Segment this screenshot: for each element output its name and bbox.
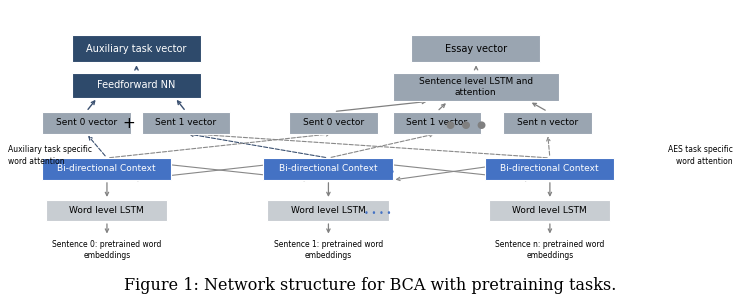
FancyBboxPatch shape bbox=[488, 200, 611, 221]
FancyBboxPatch shape bbox=[72, 35, 201, 63]
FancyBboxPatch shape bbox=[393, 72, 559, 101]
Text: AES task specific
word attention: AES task specific word attention bbox=[668, 145, 733, 166]
Text: Bi-directional Context: Bi-directional Context bbox=[279, 164, 377, 173]
FancyBboxPatch shape bbox=[393, 111, 481, 134]
Text: Sentence 1: pretrained word
embeddings: Sentence 1: pretrained word embeddings bbox=[273, 240, 383, 260]
Text: Figure 1: Network structure for BCA with pretraining tasks.: Figure 1: Network structure for BCA with… bbox=[124, 278, 617, 294]
Text: Sentence 0: pretrained word
embeddings: Sentence 0: pretrained word embeddings bbox=[53, 240, 162, 260]
FancyBboxPatch shape bbox=[142, 111, 230, 134]
Text: Feedforward NN: Feedforward NN bbox=[97, 80, 176, 90]
FancyBboxPatch shape bbox=[42, 158, 171, 180]
FancyBboxPatch shape bbox=[72, 72, 201, 98]
Text: Auxiliary task vector: Auxiliary task vector bbox=[86, 44, 186, 54]
FancyBboxPatch shape bbox=[42, 111, 130, 134]
FancyBboxPatch shape bbox=[485, 158, 614, 180]
Text: Sent 1 vector: Sent 1 vector bbox=[406, 118, 468, 127]
FancyBboxPatch shape bbox=[289, 111, 378, 134]
Text: Essay vector: Essay vector bbox=[445, 44, 507, 54]
Text: • • • •: • • • • bbox=[364, 209, 391, 218]
Text: Sentence n: pretrained word
embeddings: Sentence n: pretrained word embeddings bbox=[495, 240, 605, 260]
Text: Sent 0 vector: Sent 0 vector bbox=[56, 118, 117, 127]
Text: Sent 0 vector: Sent 0 vector bbox=[303, 118, 364, 127]
Text: Word level LSTM: Word level LSTM bbox=[512, 206, 587, 215]
Text: +: + bbox=[122, 116, 135, 131]
Text: Sentence level LSTM and
attention: Sentence level LSTM and attention bbox=[419, 77, 533, 97]
FancyBboxPatch shape bbox=[503, 111, 592, 134]
Text: Word level LSTM: Word level LSTM bbox=[290, 206, 365, 215]
Text: Bi-directional Context: Bi-directional Context bbox=[500, 164, 599, 173]
Text: Word level LSTM: Word level LSTM bbox=[69, 206, 144, 215]
Text: Sent 1 vector: Sent 1 vector bbox=[156, 118, 216, 127]
FancyBboxPatch shape bbox=[411, 35, 540, 63]
Text: Bi-directional Context: Bi-directional Context bbox=[57, 164, 156, 173]
Text: Auxiliary task specific
word attention: Auxiliary task specific word attention bbox=[8, 145, 92, 166]
Text: ●  ●  ●: ● ● ● bbox=[447, 120, 487, 130]
FancyBboxPatch shape bbox=[264, 158, 393, 180]
FancyBboxPatch shape bbox=[268, 200, 389, 221]
Text: • • • • •: • • • • • bbox=[360, 168, 395, 177]
FancyBboxPatch shape bbox=[46, 200, 167, 221]
Text: Sent n vector: Sent n vector bbox=[517, 118, 578, 127]
